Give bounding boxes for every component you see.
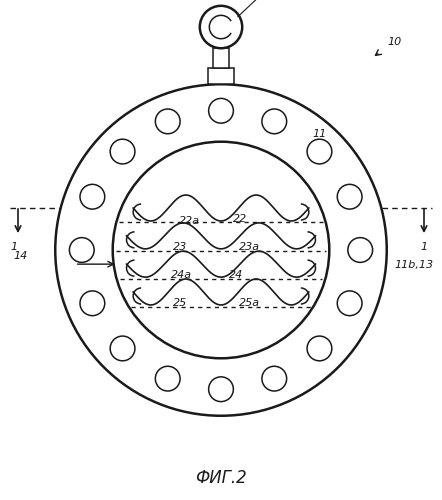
Text: 1: 1 [11,242,18,252]
Circle shape [80,184,105,209]
Circle shape [69,238,94,262]
Text: 11: 11 [312,130,326,140]
Circle shape [110,336,135,361]
Text: 22: 22 [233,214,247,224]
Text: 80: 80 [238,0,280,16]
Circle shape [262,366,287,391]
Circle shape [200,6,242,48]
Text: 22a: 22a [179,216,200,226]
Circle shape [55,84,387,416]
Bar [208,68,234,84]
Text: 25: 25 [173,298,187,308]
Circle shape [113,142,329,358]
Text: 1: 1 [420,242,427,252]
Circle shape [307,336,332,361]
Text: 10: 10 [387,37,401,47]
Circle shape [307,139,332,164]
Text: ФИГ.2: ФИГ.2 [195,469,247,487]
Text: 23a: 23a [239,242,260,252]
Bar [213,48,229,68]
Text: 24a: 24a [171,270,192,280]
Text: 23: 23 [173,242,187,252]
Circle shape [155,366,180,391]
Text: 24: 24 [229,270,243,280]
Circle shape [110,139,135,164]
Circle shape [348,238,373,262]
Circle shape [155,109,180,134]
Circle shape [209,98,233,123]
Circle shape [262,109,287,134]
Circle shape [337,291,362,316]
Text: 11b,13: 11b,13 [395,260,434,270]
Text: 14: 14 [13,251,27,261]
Circle shape [337,184,362,209]
Circle shape [80,291,105,316]
Circle shape [209,377,233,402]
Text: 25a: 25a [239,298,260,308]
